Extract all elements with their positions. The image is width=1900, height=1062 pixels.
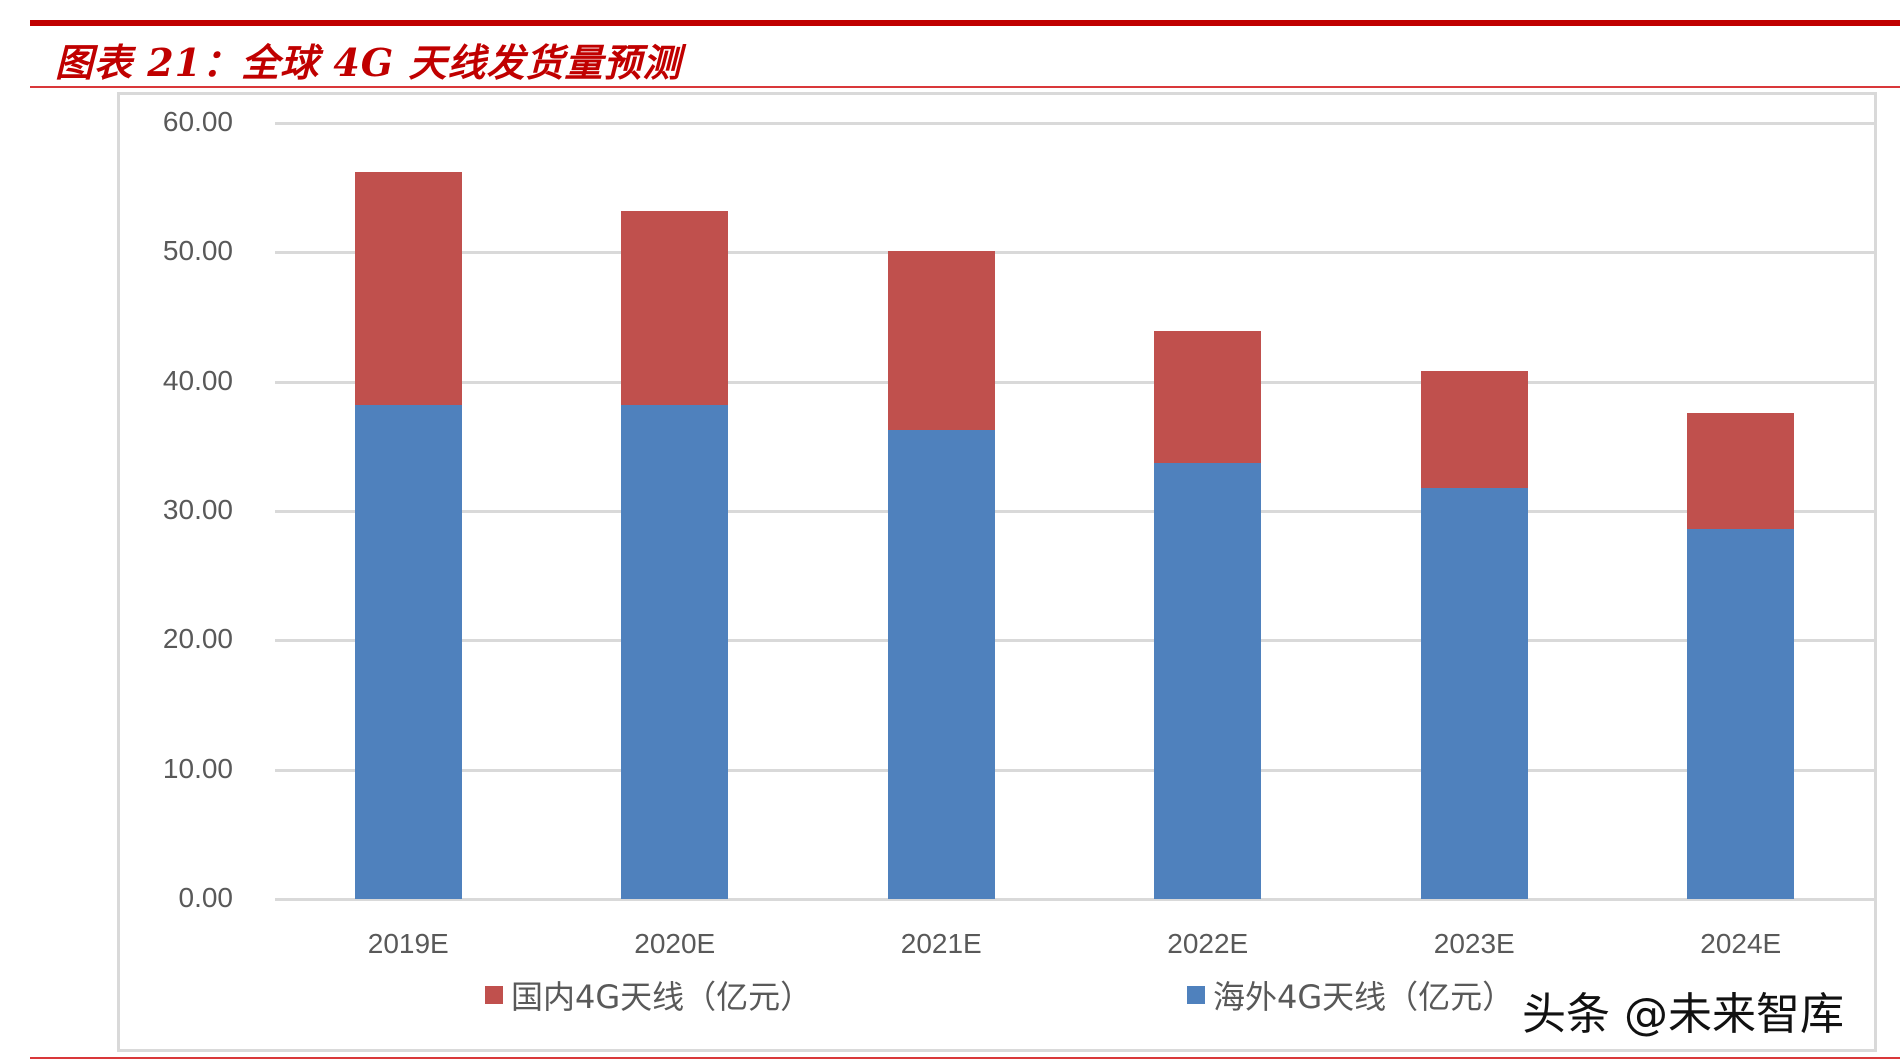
gridline <box>275 510 1874 513</box>
x-tick-label: 2019E <box>367 928 449 959</box>
bar-segment-overseas <box>354 404 462 899</box>
gridline <box>275 768 1874 772</box>
x-tick-label: 2020E <box>634 928 716 959</box>
legend-item-domestic: 国内4G天线（亿元） <box>485 972 812 1018</box>
y-tick-label: 40.00 <box>162 364 233 396</box>
bar-segment-overseas <box>621 404 729 899</box>
bar-segment-domestic <box>354 172 462 405</box>
legend-swatch-blue-icon <box>1187 986 1205 1004</box>
bar-segment-domestic <box>1687 412 1795 530</box>
gridline <box>275 898 1874 901</box>
bar-segment-overseas <box>1154 463 1262 899</box>
bar-segment-domestic <box>1420 371 1528 488</box>
bar-segment-domestic <box>1154 331 1262 464</box>
chart-frame <box>117 92 1877 1052</box>
title-rule <box>30 86 1900 88</box>
x-tick-label: 2024E <box>1700 928 1782 959</box>
y-tick-label: 20.00 <box>162 623 233 655</box>
bar-segment-domestic <box>621 210 729 405</box>
gridline <box>275 639 1874 643</box>
bar-segment-overseas <box>1687 529 1795 899</box>
bar-segment-domestic <box>887 251 995 430</box>
gridline <box>275 380 1874 384</box>
y-tick-label: 50.00 <box>162 235 233 267</box>
legend-label: 国内4G天线（亿元） <box>511 978 813 1016</box>
bar-segment-overseas <box>1420 487 1528 899</box>
x-tick-label: 2021E <box>900 928 982 959</box>
y-tick-label: 10.00 <box>162 752 233 784</box>
y-tick-label: 60.00 <box>162 106 233 137</box>
gridline <box>275 122 1874 125</box>
legend-swatch-red-icon <box>485 986 503 1004</box>
gridline <box>275 251 1874 255</box>
legend-label: 海外4G天线（亿元） <box>1213 978 1515 1016</box>
x-tick-label: 2022E <box>1167 928 1249 959</box>
x-tick-label: 2023E <box>1433 928 1515 959</box>
legend-item-overseas: 海外4G天线（亿元） <box>1187 972 1514 1018</box>
watermark: 头条 @未来智库 <box>1522 989 1844 1040</box>
y-tick-label: 30.00 <box>162 494 233 525</box>
y-tick-label: 0.00 <box>178 882 234 913</box>
chart-title: 图表 21：全球 4G 天线发货量预测 <box>55 40 682 85</box>
top-rule <box>30 20 1900 26</box>
bottom-rule <box>30 1057 1900 1059</box>
bar-segment-overseas <box>887 429 995 899</box>
